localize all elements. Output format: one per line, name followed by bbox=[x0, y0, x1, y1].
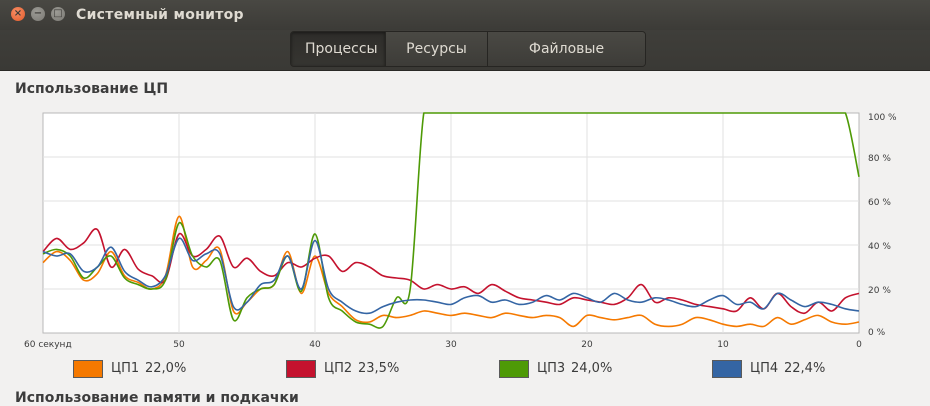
x-tick-label-30: 30 bbox=[445, 340, 457, 350]
series-line-cpu1 bbox=[42, 215, 860, 328]
x-tick-label-20: 20 bbox=[581, 340, 593, 350]
y-axis-ticks: 0 % 20 % 40 % 60 % 80 % 100 % bbox=[868, 113, 897, 338]
minimize-icon: − bbox=[33, 8, 43, 19]
toolbar: Процессы Ресурсы Файловые системы bbox=[0, 30, 930, 71]
cpu-section-title: Использование ЦП bbox=[15, 81, 169, 97]
title-bar: × − □ Системный монитор bbox=[0, 0, 930, 30]
y-tick-label-40: 40 % bbox=[868, 242, 891, 252]
x-tick-label-60: 60 секунд bbox=[24, 340, 72, 350]
maximize-icon: □ bbox=[53, 8, 63, 19]
x-tick-label-40: 40 bbox=[309, 340, 321, 350]
legend-swatch-cpu2[interactable] bbox=[286, 360, 316, 378]
legend-label-cpu3: ЦП3 bbox=[537, 361, 566, 376]
y-tick-label-80: 80 % bbox=[868, 154, 891, 164]
cpu-usage-chart: 60 секунд 50 40 30 20 10 0 0 % 20 % 40 % 60 % 80 %… bbox=[24, 112, 897, 350]
y-tick-label-60: 60 % bbox=[868, 198, 891, 208]
close-window-button[interactable]: × bbox=[11, 7, 25, 21]
memory-section-title: Использование памяти и подкачки bbox=[15, 390, 299, 406]
series-line-cpu4 bbox=[42, 237, 860, 315]
legend-swatch-cpu3[interactable] bbox=[499, 360, 529, 378]
x-tick-label-0: 0 bbox=[856, 340, 862, 350]
minimize-window-button[interactable]: − bbox=[31, 7, 45, 21]
legend-label-cpu1: ЦП1 bbox=[111, 361, 140, 376]
view-switcher: Процессы Ресурсы Файловые системы bbox=[290, 31, 646, 67]
tab-processes[interactable]: Процессы bbox=[291, 32, 386, 66]
series-line-cpu2 bbox=[42, 228, 860, 315]
x-tick-label-10: 10 bbox=[717, 340, 729, 350]
legend-label-cpu2: ЦП2 bbox=[324, 361, 353, 376]
legend-label-cpu4: ЦП4 bbox=[750, 361, 779, 376]
y-tick-label-100: 100 % bbox=[868, 113, 897, 123]
legend-value-cpu3: 24,0% bbox=[571, 361, 613, 376]
legend-value-cpu2: 23,5% bbox=[358, 361, 400, 376]
tab-resources[interactable]: Ресурсы bbox=[386, 32, 488, 66]
y-tick-label-0: 0 % bbox=[868, 328, 886, 338]
tab-filesystems[interactable]: Файловые системы bbox=[488, 32, 645, 66]
legend-swatch-cpu1[interactable] bbox=[73, 360, 103, 378]
chart-series bbox=[42, 112, 860, 329]
series-line-cpu3 bbox=[42, 112, 860, 329]
legend-value-cpu4: 22,4% bbox=[784, 361, 826, 376]
close-icon: × bbox=[13, 8, 23, 19]
legend-value-cpu1: 22,0% bbox=[145, 361, 187, 376]
x-tick-label-50: 50 bbox=[173, 340, 185, 350]
y-tick-label-20: 20 % bbox=[868, 286, 891, 296]
window-title: Системный монитор bbox=[76, 7, 244, 23]
maximize-window-button[interactable]: □ bbox=[51, 7, 65, 21]
legend-swatch-cpu4[interactable] bbox=[712, 360, 742, 378]
x-axis-ticks: 60 секунд 50 40 30 20 10 0 bbox=[24, 340, 862, 350]
